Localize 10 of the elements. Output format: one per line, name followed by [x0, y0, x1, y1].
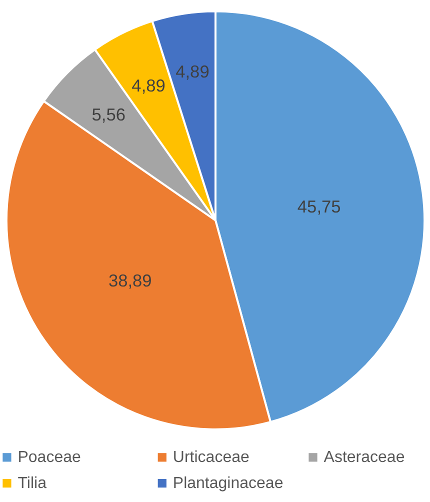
legend-label: Asteraceae — [324, 448, 405, 466]
legend-label: Tilia — [18, 474, 47, 492]
legend-label: Urticaceae — [172, 448, 250, 466]
legend-label: Poaceae — [18, 448, 82, 466]
data-label: 4,89 — [132, 76, 166, 96]
data-label: 4,89 — [176, 62, 210, 82]
data-label: 38,89 — [108, 270, 152, 291]
data-label: 45,75 — [297, 196, 341, 216]
legend-label: Plantaginaceae — [172, 474, 284, 492]
data-label: 5,56 — [92, 104, 126, 124]
